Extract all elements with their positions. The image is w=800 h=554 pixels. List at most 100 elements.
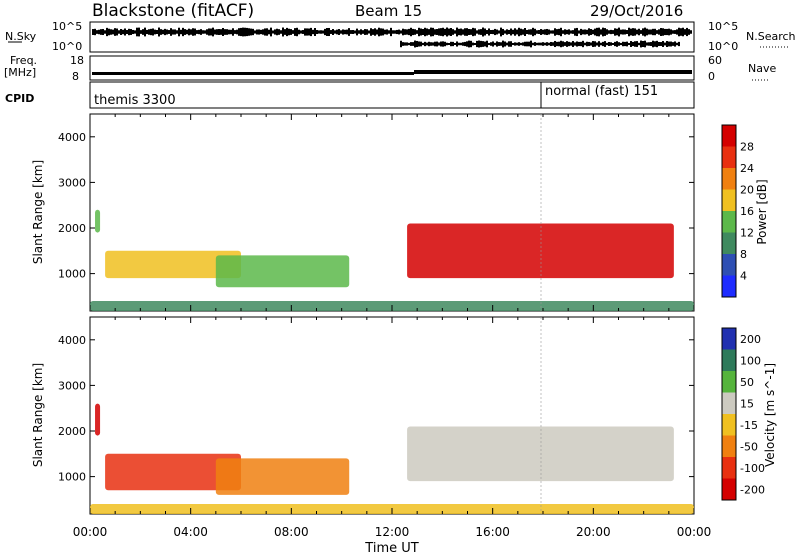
nsky-sample	[588, 28, 590, 36]
nsky-sample	[450, 28, 452, 36]
nsky-sample	[498, 30, 500, 34]
nsky-sample	[542, 29, 544, 35]
nsky-sample	[610, 29, 612, 35]
nsky-sample	[620, 29, 622, 35]
nsky-sample	[646, 28, 648, 36]
nsky-sample	[108, 28, 110, 36]
x-axis-label: Time UT	[364, 541, 418, 554]
nsearch-sample	[460, 42, 462, 46]
nsky-sample	[504, 30, 506, 34]
nsearch-sample	[446, 42, 448, 46]
nsky-sample	[286, 27, 288, 37]
nsearch-sample	[538, 42, 540, 46]
nsky-sample	[142, 29, 144, 35]
nsky-sample	[384, 29, 386, 35]
echo-region-3	[407, 426, 674, 482]
nsky-sample	[180, 29, 182, 35]
colorbar-tick-label: -200	[740, 483, 765, 496]
nsky-sample	[326, 28, 328, 36]
nsky-sample	[628, 27, 630, 37]
nsky-sample	[290, 29, 292, 35]
nsearch-sample	[406, 42, 408, 46]
nsky-sample	[130, 29, 132, 35]
nsearch-sample	[554, 40, 556, 48]
nsky-sample	[652, 28, 654, 36]
nsky-sample	[344, 29, 346, 35]
nsky-sample	[400, 30, 402, 34]
nsearch-sample	[602, 41, 604, 47]
nsearch-sample	[572, 41, 574, 47]
nsky-sample	[636, 29, 638, 35]
nsky-sample	[320, 30, 322, 34]
nsky-sample	[464, 28, 466, 36]
nsky-sample	[540, 29, 542, 35]
colorbar-swatch	[722, 254, 736, 276]
colorbar-swatch	[722, 125, 736, 147]
nsky-sample	[402, 28, 404, 36]
nsearch-sample	[496, 41, 498, 47]
nsky-sample	[434, 29, 436, 35]
nsearch-sample	[502, 40, 504, 48]
nsky-sample	[524, 28, 526, 36]
nsky-sample	[484, 28, 486, 36]
cpid-mode-1: themis 3300	[94, 93, 176, 108]
nsky-sample	[312, 29, 314, 35]
nsky-sample	[300, 30, 302, 34]
nsky-sample	[630, 28, 632, 36]
nsearch-sample	[634, 41, 636, 47]
freq-trace-2	[414, 70, 692, 74]
nsky-sample	[618, 27, 620, 37]
colorbar-tick-label: 8	[740, 248, 747, 261]
nsearch-sample	[574, 42, 576, 46]
nsearch-sample	[512, 42, 514, 46]
nsky-sample	[392, 30, 394, 34]
nsearch-sample	[454, 42, 456, 46]
nsearch-sample	[530, 40, 532, 48]
time-tick-label: 00:00	[73, 525, 108, 539]
nsearch-sample	[598, 41, 600, 47]
nsearch-sample	[412, 42, 414, 46]
echo-region-2	[215, 255, 350, 288]
nsky-sample	[306, 28, 308, 36]
velocity-colorbar-label: Velocity [m s^-1]	[763, 363, 777, 467]
nsky-sample	[648, 29, 650, 35]
nsky-sample	[676, 29, 678, 35]
nsky-sample	[202, 30, 204, 34]
nsky-sample	[482, 27, 484, 37]
nsky-sample	[100, 29, 102, 35]
freq-label: Freq.	[10, 54, 37, 67]
nsky-sample	[418, 27, 420, 37]
nsearch-sample	[456, 41, 458, 47]
nsky-sample	[340, 30, 342, 34]
nsky-sample	[204, 30, 206, 34]
nsky-sample	[226, 29, 228, 35]
colorbar-tick-label: -100	[740, 462, 765, 475]
nsky-sample	[258, 29, 260, 35]
nsearch-sample	[482, 41, 484, 47]
nsky-sample	[644, 27, 646, 37]
nsearch-sample	[640, 40, 642, 48]
nsearch-sample	[494, 42, 496, 46]
nsearch-sample	[414, 40, 416, 48]
nsky-sample	[470, 29, 472, 35]
nsky-sample	[442, 27, 444, 37]
nsky-sample	[552, 30, 554, 34]
nsearch-sample	[438, 42, 440, 46]
nsky-sample	[192, 28, 194, 36]
nsearch-sample	[544, 42, 546, 46]
nsky-sample	[666, 28, 668, 36]
nsky-sample	[362, 30, 364, 34]
nsky-sample	[514, 28, 516, 36]
nsearch-sample	[618, 42, 620, 46]
nsky-sample	[240, 27, 242, 37]
nsky-sample	[210, 28, 212, 36]
nsky-sample	[500, 27, 502, 37]
cpid-mode-2: normal (fast) 151	[545, 84, 658, 99]
nsky-sample	[466, 28, 468, 36]
nsky-sample	[148, 29, 150, 35]
nsearch-sample	[606, 42, 608, 46]
nsky-sample	[440, 28, 442, 36]
nsky-sample	[536, 30, 538, 34]
nsky-sample	[234, 30, 236, 34]
echo-region-2	[215, 458, 350, 495]
